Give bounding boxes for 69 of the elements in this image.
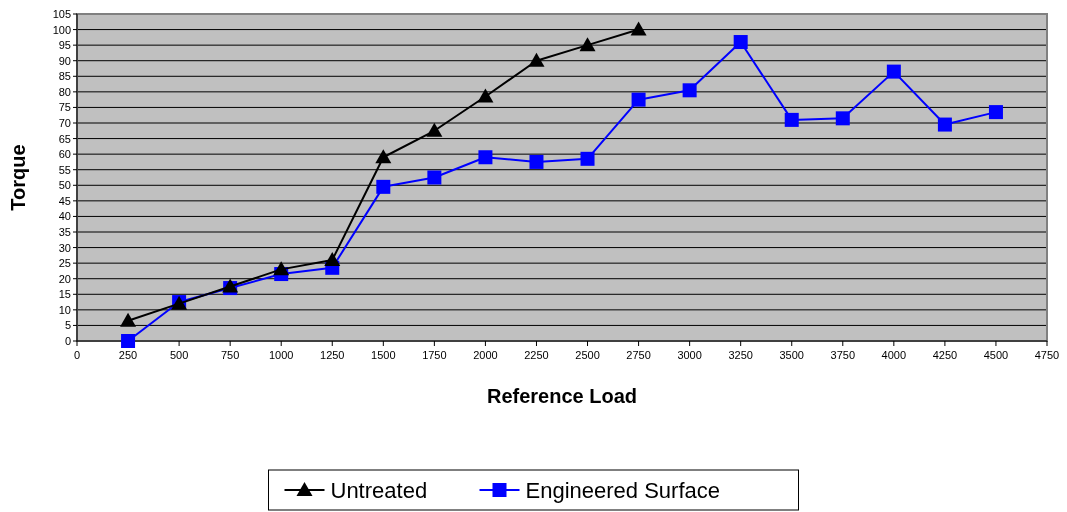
- y-tick-label: 80: [58, 85, 71, 98]
- y-tick-label: 70: [58, 117, 71, 129]
- point: [273, 261, 290, 276]
- point: [478, 150, 493, 165]
- x-tick-label: 250: [118, 349, 138, 361]
- y-tick-label: 15: [58, 288, 71, 301]
- x-tick-label: 4000: [881, 349, 907, 361]
- point: [937, 117, 952, 132]
- y-tick-label: 60: [58, 148, 71, 161]
- point: [528, 52, 545, 67]
- point: [376, 179, 391, 194]
- legend-label: Engineered Surface: [525, 478, 720, 503]
- x-tick-label: 750: [220, 349, 240, 361]
- x-tick-label: 1500: [371, 349, 396, 361]
- y-tick-label: 105: [52, 8, 71, 20]
- x-tick-label: 1250: [320, 349, 345, 361]
- y-tick-label: 100: [52, 23, 71, 36]
- y-tick-label: 55: [58, 163, 71, 176]
- point: [988, 105, 1003, 120]
- y-tick-label: 50: [58, 179, 71, 192]
- legend-label: Untreated: [330, 478, 428, 503]
- x-tick-label: 3000: [677, 349, 702, 361]
- x-tick-label: 2000: [473, 349, 498, 361]
- point: [886, 64, 901, 79]
- y-tick-label: 40: [58, 210, 71, 223]
- point: [579, 37, 596, 52]
- y-tick-label: 95: [58, 39, 71, 52]
- x-tick-label: 3500: [779, 349, 804, 361]
- point: [426, 122, 443, 137]
- y-tick-label: 85: [58, 70, 71, 83]
- y-tick-label: 65: [58, 132, 71, 145]
- y-tick-label: 25: [58, 257, 71, 270]
- y-tick-label: 45: [58, 194, 71, 207]
- y-tick-label: 0: [64, 335, 71, 347]
- point: [120, 312, 137, 327]
- y-tick-label: 90: [58, 54, 71, 67]
- x-tick-label: 2250: [524, 349, 549, 361]
- point: [477, 88, 494, 103]
- x-tick-label: 4250: [932, 349, 958, 361]
- y-tick-label: 10: [58, 303, 71, 316]
- point: [733, 35, 748, 50]
- point: [631, 92, 646, 107]
- x-tick-label: 3750: [830, 349, 856, 361]
- point: [121, 334, 136, 348]
- x-tick-label: 2750: [626, 349, 651, 361]
- y-tick-label: 5: [64, 319, 71, 332]
- point: [630, 21, 647, 36]
- point: [375, 149, 392, 164]
- x-tick-label: 1000: [268, 349, 294, 361]
- point: [324, 252, 341, 267]
- x-tick-label: 4750: [1034, 349, 1060, 361]
- point: [682, 83, 697, 98]
- y-tick-label: 35: [58, 226, 71, 238]
- point: [784, 112, 799, 127]
- point: [580, 151, 595, 166]
- point: [835, 111, 850, 126]
- y-tick-label: 30: [58, 241, 71, 254]
- x-tick-label: 500: [169, 349, 189, 361]
- x-axis-title: Reference Load: [486, 385, 638, 407]
- x-tick-label: 2500: [575, 349, 600, 361]
- y-tick-label: 75: [58, 101, 71, 114]
- x-tick-label: 4500: [983, 349, 1009, 361]
- y-axis-title: Torque: [7, 144, 29, 211]
- point: [427, 170, 442, 185]
- x-tick-label: 1750: [422, 349, 447, 361]
- y-tick-label: 20: [58, 272, 71, 285]
- x-tick-label: 3250: [728, 349, 753, 361]
- x-tick-label: 0: [73, 349, 81, 361]
- point: [529, 154, 544, 169]
